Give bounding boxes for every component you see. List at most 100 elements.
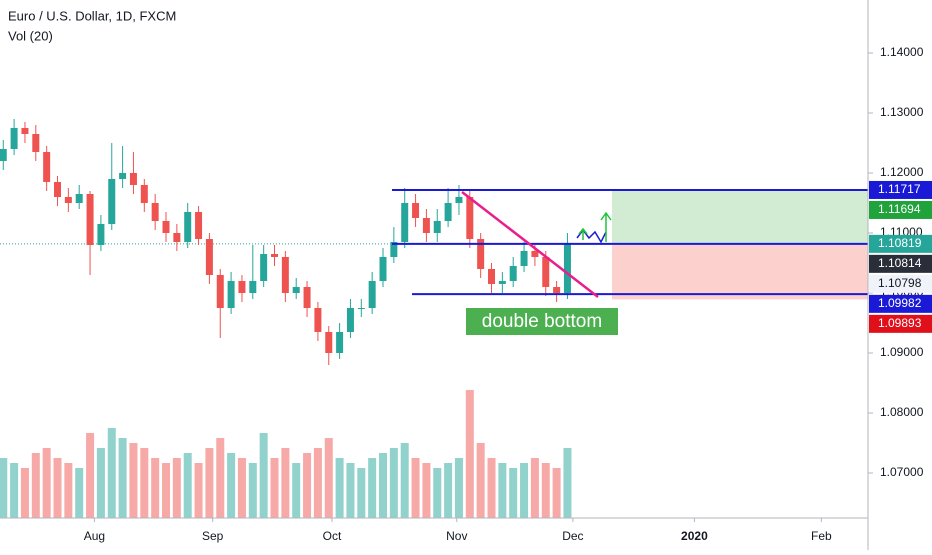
- volume-bar: [487, 458, 496, 518]
- volume-bar: [10, 463, 19, 518]
- candle-body: [368, 280, 376, 308]
- candle-body: [108, 178, 116, 224]
- candle-body: [54, 181, 62, 197]
- candle-body: [563, 244, 571, 293]
- volume-bar: [53, 458, 62, 518]
- price-label-bg: [869, 314, 932, 333]
- candle-body: [32, 133, 40, 152]
- volume-bar: [140, 448, 149, 518]
- volume-bar: [216, 438, 225, 518]
- volume-bar: [498, 463, 507, 518]
- y-tick-label: 1.13000: [880, 105, 924, 119]
- volume-bar: [270, 458, 279, 518]
- volume-bar: [368, 458, 377, 518]
- volume-bar: [237, 458, 246, 518]
- candle-body: [509, 265, 517, 281]
- candle-body: [357, 307, 365, 309]
- volume-bar: [107, 428, 116, 518]
- arrow-up: [600, 211, 612, 242]
- volume-bar: [357, 468, 366, 518]
- volume-bar: [227, 453, 236, 518]
- y-tick-label: 1.12000: [880, 165, 924, 179]
- volume-bar: [292, 463, 301, 518]
- candle-body: [455, 196, 463, 203]
- candle-body: [195, 211, 203, 239]
- price-label-bg: [869, 180, 932, 199]
- volume-bar: [476, 443, 485, 518]
- volume-bar: [151, 458, 160, 518]
- price-label: 1.10819: [878, 236, 922, 250]
- volume-bar: [281, 448, 290, 518]
- volume-bar: [530, 458, 539, 518]
- candle-body: [498, 280, 506, 284]
- volume-bar: [64, 463, 73, 518]
- x-tick-label: Feb: [811, 529, 832, 543]
- time-axis: [0, 518, 868, 550]
- candle-body: [433, 220, 441, 233]
- volume-bar: [379, 453, 388, 518]
- volume-bar: [259, 433, 268, 518]
- volume-bar: [541, 463, 550, 518]
- candle-body: [422, 217, 430, 233]
- volume-bar: [389, 448, 398, 518]
- candle-body: [21, 127, 29, 134]
- candle-body: [129, 172, 137, 185]
- candle-body: [542, 256, 550, 287]
- volume-bar: [205, 448, 214, 518]
- volume-bar: [96, 448, 105, 518]
- candle-body: [162, 220, 170, 233]
- price-label-bg: [869, 294, 932, 313]
- candle-body: [477, 238, 485, 269]
- price-label-bg: [869, 274, 932, 293]
- volume-bar: [411, 458, 420, 518]
- price-label-bg: [869, 200, 932, 219]
- x-tick-label: 2020: [681, 529, 708, 543]
- volume-bar: [118, 438, 127, 518]
- candle-body: [0, 148, 7, 161]
- axes: 1.140001.130001.120001.110001.100001.090…: [84, 45, 932, 543]
- price-label: 1.09982: [878, 296, 922, 310]
- chart-title: Euro / U.S. Dollar, 1D, FXCM: [8, 8, 176, 23]
- volume-bar: [129, 443, 138, 518]
- candle-body: [43, 151, 51, 182]
- price-label: 1.11694: [878, 202, 921, 216]
- price-label: 1.09893: [878, 316, 922, 330]
- volume-bar: [433, 468, 442, 518]
- volume-bar: [324, 438, 333, 518]
- candle-body: [531, 250, 539, 257]
- candle-body: [520, 250, 528, 266]
- y-tick-label: 1.07000: [880, 465, 924, 479]
- candle-body: [238, 280, 246, 293]
- volume-bar: [465, 390, 474, 518]
- volume-bar: [194, 463, 203, 518]
- candle-body: [314, 307, 322, 332]
- candle-body: [401, 202, 409, 242]
- volume-bar: [303, 453, 312, 518]
- candle-body: [249, 280, 257, 293]
- volume-layer: [0, 390, 572, 518]
- price-label: 1.10798: [878, 276, 922, 290]
- candle-body: [444, 202, 452, 221]
- candle-body: [119, 172, 127, 179]
- candle-body: [466, 196, 474, 239]
- volume-bar: [42, 448, 51, 518]
- volume-bar: [400, 443, 409, 518]
- candle-body: [151, 202, 159, 221]
- volume-bar: [31, 453, 40, 518]
- candle-body: [379, 256, 387, 281]
- volume-bar: [0, 458, 8, 518]
- candle-body: [412, 202, 420, 218]
- volume-bar: [520, 463, 529, 518]
- volume-bar: [75, 468, 84, 518]
- volume-bar: [248, 463, 257, 518]
- candle-body: [260, 253, 268, 281]
- volume-bar: [422, 463, 431, 518]
- x-tick-label: Oct: [323, 529, 342, 543]
- x-tick-label: Aug: [84, 529, 105, 543]
- candle-body: [325, 331, 333, 353]
- candle-body: [64, 196, 72, 203]
- volume-bar: [183, 453, 192, 518]
- candle-body: [292, 286, 300, 293]
